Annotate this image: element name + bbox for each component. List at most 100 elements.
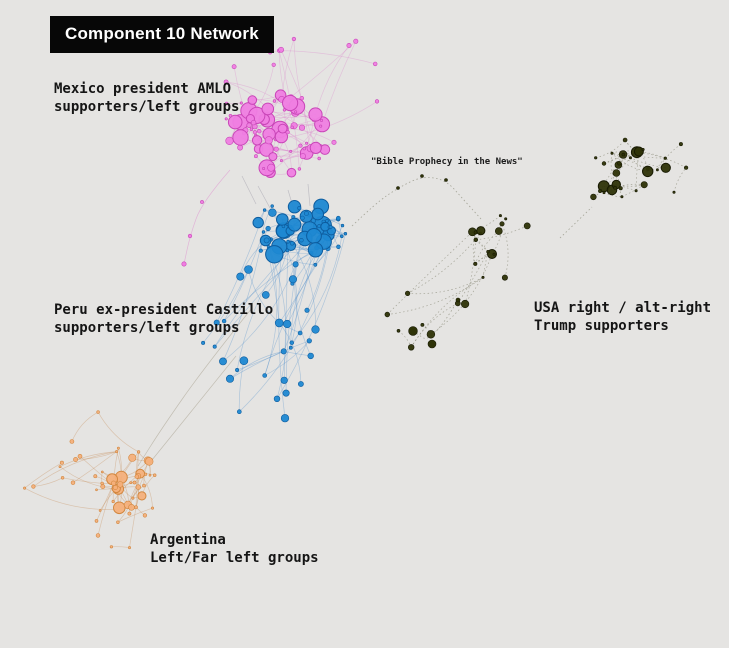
- network-node: [523, 222, 531, 230]
- network-node: [112, 484, 118, 490]
- network-node: [227, 114, 243, 130]
- network-node: [246, 122, 252, 129]
- network-node: [137, 450, 141, 454]
- network-node: [131, 496, 135, 500]
- nodes-layer: [23, 36, 689, 550]
- network-node: [200, 200, 204, 204]
- network-edge: [183, 169, 231, 265]
- network-node: [290, 241, 295, 246]
- network-node: [134, 474, 140, 479]
- network-node: [262, 167, 266, 171]
- network-node: [100, 481, 104, 486]
- network-node: [612, 169, 621, 177]
- network-node: [408, 344, 415, 351]
- network-node: [285, 248, 290, 253]
- network-node: [187, 233, 193, 239]
- network-node: [144, 472, 148, 476]
- network-node: [601, 161, 607, 166]
- label-line: Argentina: [150, 532, 226, 548]
- network-edge: [501, 223, 509, 278]
- network-node: [384, 311, 390, 318]
- network-edge: [321, 41, 357, 125]
- network-edge: [239, 230, 332, 412]
- network-node: [473, 261, 478, 266]
- network-node: [325, 219, 329, 223]
- network-node: [23, 486, 27, 490]
- network-node: [264, 136, 273, 145]
- network-node: [481, 275, 485, 279]
- network-node: [135, 484, 142, 490]
- network-node: [280, 414, 290, 423]
- network-edge: [657, 143, 682, 171]
- network-node: [420, 322, 425, 327]
- network-edge: [229, 340, 310, 380]
- network-node: [336, 244, 341, 250]
- network-node: [287, 217, 302, 232]
- network-edge: [412, 299, 459, 339]
- network-edge: [630, 157, 648, 172]
- network-node: [487, 249, 497, 259]
- network-edge: [457, 251, 489, 304]
- network-node: [498, 214, 502, 218]
- network-node: [504, 217, 508, 221]
- network-node: [288, 275, 297, 284]
- network-edge: [278, 50, 295, 126]
- network-node: [58, 465, 62, 469]
- network-node: [77, 453, 83, 459]
- network-node: [297, 167, 302, 171]
- network-node: [145, 457, 154, 466]
- network-edge: [559, 206, 593, 239]
- network-node: [232, 129, 249, 146]
- network-node: [239, 356, 249, 366]
- network-edge: [351, 177, 482, 227]
- network-node: [235, 367, 240, 372]
- network-node: [201, 340, 206, 345]
- network-node: [420, 174, 424, 178]
- network-edge: [238, 360, 245, 412]
- network-node: [305, 141, 309, 145]
- network-node: [132, 480, 137, 485]
- network-node: [247, 95, 258, 105]
- network-node: [98, 509, 102, 512]
- network-node: [304, 307, 310, 313]
- network-node: [262, 373, 268, 378]
- network-node: [96, 410, 100, 414]
- network-edge: [214, 239, 302, 347]
- network-edge: [59, 451, 117, 467]
- label-line: Left/Far left groups: [150, 550, 319, 567]
- network-node: [613, 185, 618, 190]
- cluster-label-usa: USA right / alt-right Trump supporters: [534, 299, 711, 335]
- network-node: [311, 325, 320, 334]
- network-edge: [264, 340, 310, 376]
- chart-title: Component 10 Network: [50, 16, 274, 53]
- network-node: [291, 36, 297, 42]
- network-node: [128, 503, 135, 511]
- network-node: [640, 181, 648, 189]
- network-node: [426, 330, 436, 339]
- network-node: [618, 186, 623, 191]
- network-node: [128, 546, 132, 550]
- network-edge: [117, 507, 153, 523]
- network-node: [309, 141, 322, 154]
- network-edge: [214, 235, 315, 347]
- network-node: [339, 234, 344, 239]
- network-node: [257, 129, 262, 134]
- network-node: [641, 148, 645, 152]
- network-node: [70, 480, 76, 485]
- network-node: [628, 156, 632, 160]
- network-edge: [71, 411, 99, 442]
- network-node: [273, 146, 279, 152]
- network-node: [501, 274, 508, 281]
- network-node: [283, 319, 292, 329]
- network-edge: [410, 303, 458, 348]
- network-node: [101, 470, 104, 474]
- network-node: [262, 208, 267, 212]
- network-node: [237, 144, 243, 151]
- network-node: [289, 340, 294, 345]
- label-line: supporters/left groups: [54, 320, 240, 337]
- network-node: [335, 215, 341, 221]
- network-node: [617, 161, 622, 166]
- network-node: [239, 101, 243, 105]
- network-edge: [248, 269, 280, 324]
